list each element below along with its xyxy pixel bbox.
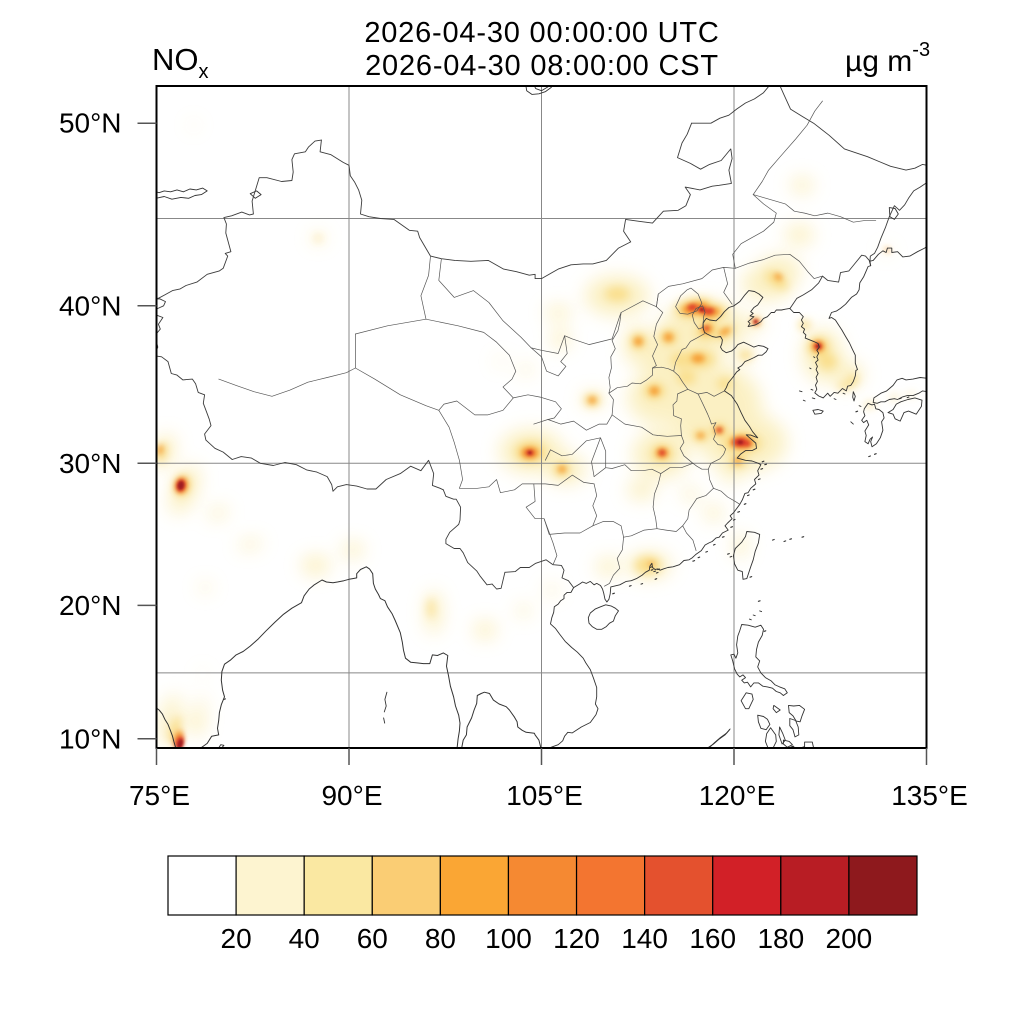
svg-text:105°E: 105°E — [506, 780, 583, 811]
svg-text:135°E: 135°E — [891, 780, 968, 811]
svg-text:60: 60 — [357, 923, 388, 954]
svg-text:120°E: 120°E — [699, 780, 776, 811]
svg-text:140: 140 — [621, 923, 668, 954]
svg-text:200: 200 — [826, 923, 873, 954]
svg-text:2026-04-30 08:00:00 CST: 2026-04-30 08:00:00 CST — [365, 50, 719, 82]
svg-text:20°N: 20°N — [59, 590, 122, 621]
svg-text:80: 80 — [425, 923, 456, 954]
svg-text:90°E: 90°E — [321, 780, 382, 811]
svg-text:40: 40 — [289, 923, 320, 954]
svg-text:10°N: 10°N — [59, 723, 122, 754]
svg-text:2026-04-30 00:00:00 UTC: 2026-04-30 00:00:00 UTC — [364, 17, 719, 49]
svg-text:120: 120 — [553, 923, 600, 954]
svg-text:160: 160 — [689, 923, 736, 954]
svg-text:180: 180 — [757, 923, 804, 954]
svg-text:50°N: 50°N — [59, 108, 122, 139]
svg-text:40°N: 40°N — [59, 290, 122, 321]
svg-text:30°N: 30°N — [59, 448, 122, 479]
svg-text:75°E: 75°E — [129, 780, 190, 811]
svg-text:20: 20 — [221, 923, 252, 954]
svg-text:100: 100 — [485, 923, 532, 954]
